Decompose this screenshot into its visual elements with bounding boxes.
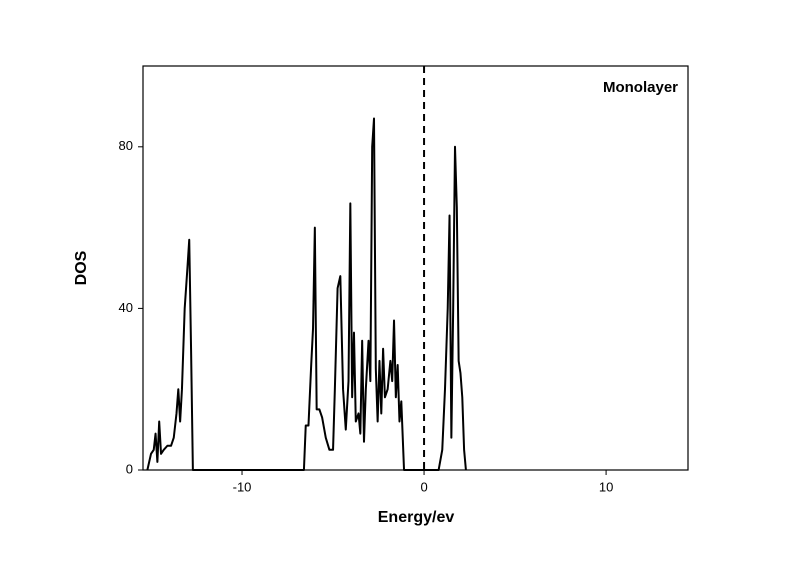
x-axis-title: Energy/ev	[378, 509, 455, 526]
y-axis-title: DOS	[73, 250, 90, 285]
annotation: Monolayer	[603, 79, 678, 96]
y-tick-label: 80	[119, 138, 133, 153]
x-tick-label: 0	[420, 479, 427, 494]
dos-line	[146, 117, 467, 471]
x-tick-label: 10	[599, 479, 613, 494]
y-tick-label: 40	[119, 300, 133, 315]
x-tick-label: -10	[233, 479, 252, 494]
plot-frame	[142, 65, 689, 471]
y-tick-label: 0	[126, 461, 133, 476]
